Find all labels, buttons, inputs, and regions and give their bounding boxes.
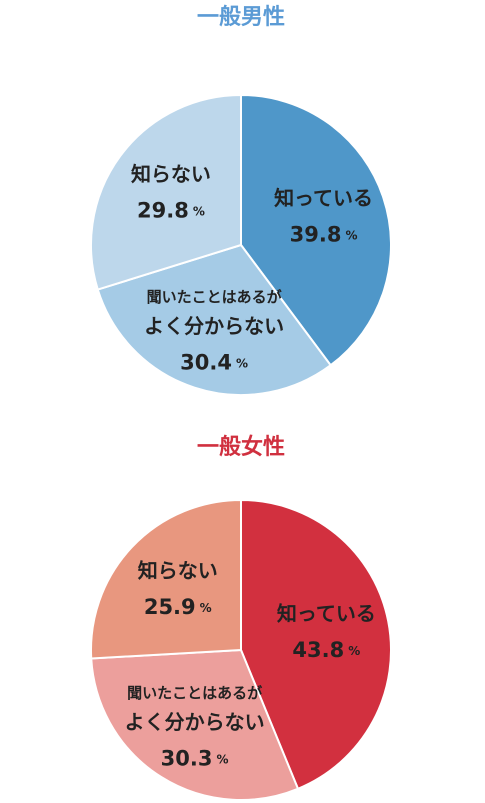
unit: % <box>236 356 248 370</box>
pie-slice <box>96 243 333 396</box>
pie-slice <box>90 498 242 660</box>
value: 25.9 <box>144 595 196 619</box>
pie-slice <box>240 93 392 367</box>
slice-label: 知っている <box>277 602 376 626</box>
value: 43.8 <box>292 638 344 662</box>
slice-label: よく分からない <box>125 710 265 734</box>
unit: % <box>200 601 212 615</box>
value: 30.3 <box>161 747 213 771</box>
slice-label: 知っている <box>274 186 373 210</box>
value: 30.4 <box>180 351 232 375</box>
value: 39.8 <box>290 223 342 247</box>
unit: % <box>348 644 360 658</box>
unit: % <box>193 204 205 218</box>
value-label: 30.4% <box>180 351 248 375</box>
value-label: 25.9% <box>144 595 212 619</box>
value: 29.8 <box>137 198 189 222</box>
value-label: 39.8% <box>290 223 358 247</box>
unit: % <box>217 752 229 766</box>
slice-label: よく分からない <box>144 314 284 338</box>
value-label: 30.3% <box>161 747 229 771</box>
pie-slice <box>90 93 242 291</box>
chart-title: 一般男性 <box>197 4 285 30</box>
slice-label: 知らない <box>131 162 211 186</box>
slice-label: 聞いたことはあるが <box>147 288 283 306</box>
slice-label: 知らない <box>138 559 218 583</box>
chart-title: 一般女性 <box>197 434 285 460</box>
value-label: 29.8% <box>137 198 205 222</box>
value-label: 43.8% <box>292 638 360 662</box>
pie-slice <box>90 648 300 801</box>
pie-slice <box>240 498 392 791</box>
slice-label: 聞いたことはあるが <box>127 684 263 702</box>
unit: % <box>345 228 357 242</box>
